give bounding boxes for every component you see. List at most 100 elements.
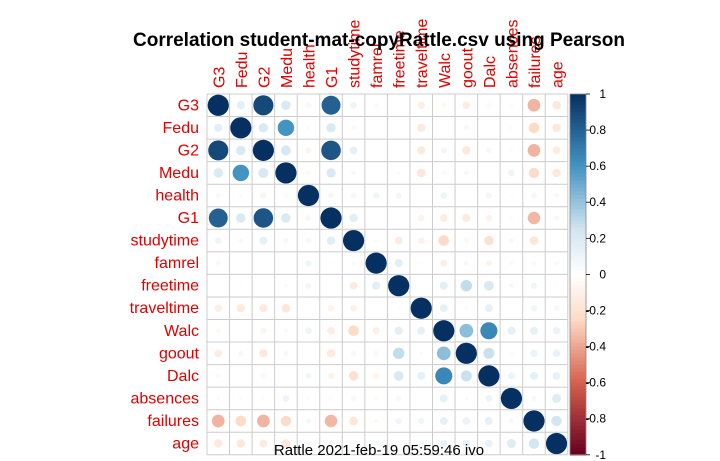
correlation-circle-absences-failures <box>531 395 537 402</box>
row-label-health: health <box>155 187 199 204</box>
correlation-circle-G1-Fedu <box>236 213 246 223</box>
correlation-circle-failures-Dalc <box>484 417 493 425</box>
row-label-Walc: Walc <box>164 323 199 340</box>
colorbar-segment <box>570 115 586 120</box>
row-label-Fedu: Fedu <box>163 120 199 137</box>
correlation-circle-studytime-famrel <box>374 238 379 243</box>
correlation-circle-traveltime-health <box>307 307 310 310</box>
column-label-failures: failures <box>527 36 544 88</box>
correlation-circle-age-age <box>545 432 568 455</box>
colorbar-segment <box>570 357 586 362</box>
correlation-circle-G3-G2 <box>253 95 274 116</box>
correlation-circle-famrel-traveltime <box>419 261 423 265</box>
correlation-circle-age-studytime <box>352 442 355 445</box>
correlation-circle-studytime-Medu <box>283 237 289 244</box>
correlation-circle-G2-freetime <box>397 149 400 152</box>
correlation-circle-health-Fedu <box>238 193 243 198</box>
colorbar-segment <box>570 137 586 142</box>
correlation-circle-studytime-studytime <box>342 229 365 252</box>
correlation-circle-failures-goout <box>462 417 470 425</box>
correlation-circle-G3-failures <box>527 98 541 112</box>
colorbar-segment <box>570 285 586 290</box>
correlation-circle-G3-Dalc <box>486 102 492 108</box>
correlation-circle-absences-Medu <box>282 395 290 402</box>
correlation-circle-Medu-G2 <box>258 167 269 178</box>
colorbar-segment <box>570 245 586 250</box>
correlation-circle-failures-G3 <box>211 414 225 428</box>
column-label-Fedu: Fedu <box>234 52 251 88</box>
correlation-circle-Fedu-freetime <box>397 126 401 130</box>
column-label-G3: G3 <box>211 67 228 88</box>
correlation-circle-traveltime-Dalc <box>484 304 493 313</box>
colorbar-segment <box>570 422 586 427</box>
colorbar-segment <box>570 447 586 452</box>
correlation-circle-studytime-freetime <box>394 236 403 245</box>
colorbar-segment <box>570 256 586 261</box>
correlation-circle-G2-G3 <box>208 140 229 161</box>
correlation-circle-Fedu-famrel <box>375 126 378 129</box>
colorbar-segment <box>570 97 586 102</box>
correlation-circle-studytime-absences <box>508 237 515 244</box>
correlation-circle-age-G2 <box>259 439 268 448</box>
colorbar-segment <box>570 386 586 391</box>
column-label-absences: absences <box>504 20 521 89</box>
correlation-circle-Medu-goout <box>463 170 469 176</box>
correlation-circle-G1-studytime <box>349 213 358 223</box>
correlation-circle-traveltime-Fedu <box>236 304 245 313</box>
correlation-circle-freetime-G2 <box>262 284 265 287</box>
correlation-circle-Dalc-famrel <box>373 372 380 379</box>
correlation-circle-famrel-Fedu <box>239 262 242 265</box>
correlation-circle-Medu-health <box>306 170 311 176</box>
row-label-G2: G2 <box>178 142 199 159</box>
correlation-circle-freetime-G1 <box>329 284 333 287</box>
correlation-circle-absences-famrel <box>374 396 379 401</box>
colorbar-tick-label: 0.6 <box>589 159 606 173</box>
correlation-circle-freetime-goout <box>460 279 473 292</box>
correlation-circle-goout-traveltime <box>419 351 424 356</box>
correlation-circle-age-absences <box>506 439 516 449</box>
correlation-circle-Walc-G1 <box>327 326 335 335</box>
colorbar-segment <box>570 379 586 384</box>
correlation-circle-freetime-famrel <box>372 281 381 290</box>
correlation-circle-G2-Medu <box>280 145 291 156</box>
correlation-circle-freetime-G3 <box>217 284 220 287</box>
correlation-circle-age-Fedu <box>236 439 246 448</box>
correlation-circle-Fedu-traveltime <box>417 123 426 132</box>
column-label-freetime: freetime <box>392 30 409 88</box>
correlation-circle-studytime-Fedu <box>238 238 244 243</box>
correlation-circle-Medu-freetime <box>396 171 401 175</box>
colorbar-segment <box>570 353 586 358</box>
correlation-circle-traveltime-famrel <box>374 306 378 310</box>
column-label-studytime: studytime <box>347 19 364 88</box>
correlation-circle-traveltime-absences <box>510 307 513 310</box>
correlation-circle-Fedu-Medu <box>277 119 295 137</box>
colorbar-segment <box>570 274 586 279</box>
correlation-circle-famrel-Medu <box>285 262 287 264</box>
row-labels: G3 Fedu G2 Medu health G1 studytime famrel freet… <box>130 97 200 452</box>
correlation-circle-Medu-Fedu <box>232 164 250 182</box>
correlation-circle-Fedu-Walc <box>442 126 446 130</box>
correlation-circle-traveltime-freetime <box>397 306 401 310</box>
colorbar-segment <box>570 148 586 153</box>
correlation-circle-absences-G1 <box>329 396 333 401</box>
column-label-G1: G1 <box>324 67 341 88</box>
correlation-circle-Medu-G1 <box>326 168 336 178</box>
correlation-circle-Fedu-age <box>552 123 561 133</box>
correlation-circle-health-Walc <box>440 192 448 199</box>
colorbar-segment <box>570 317 586 322</box>
colorbar: 1 0.8 0.6 0.4 0.2 0 -0.2 -0.4 -0.6 -0.8 -1 <box>569 87 606 461</box>
colorbar-segment <box>570 126 586 131</box>
correlation-circle-studytime-G3 <box>214 237 222 244</box>
correlation-circle-famrel-absences <box>509 261 514 266</box>
correlation-circle-G2-failures <box>527 144 541 157</box>
colorbar-segment <box>570 112 586 117</box>
colorbar-segment <box>570 227 586 232</box>
column-label-age: age <box>550 61 567 88</box>
colorbar-segment <box>570 238 586 243</box>
correlation-circle-absences-freetime <box>396 395 402 402</box>
column-labels: G3 Fedu G2 Medu health G1 studytime famrel freet… <box>211 19 566 88</box>
colorbar-segment <box>570 411 586 416</box>
column-label-Dalc: Dalc <box>482 56 499 88</box>
correlation-circle-G1-goout <box>462 213 471 223</box>
